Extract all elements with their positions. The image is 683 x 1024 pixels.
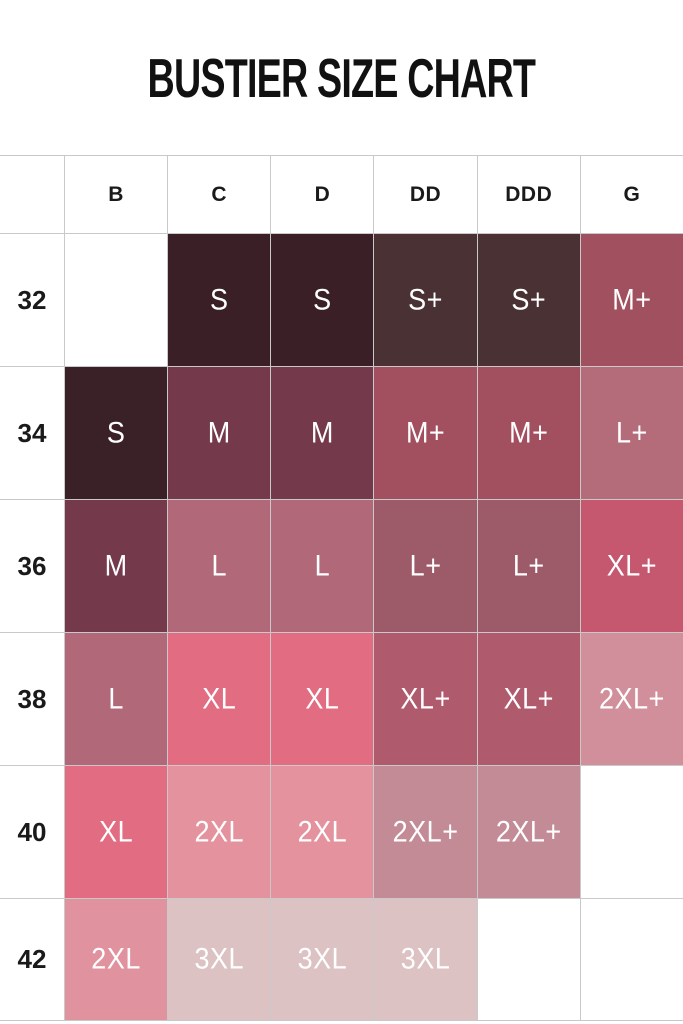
cell-42-D-label: 3XL (297, 942, 348, 976)
cell-34-C: M (168, 367, 271, 499)
cell-38-DDD: XL+ (477, 633, 580, 765)
cell-36-C-label: L (211, 549, 227, 582)
cell-34-D: M (271, 367, 374, 499)
page-title: BUSTIER SIZE CHART (0, 0, 683, 155)
cell-40-DD: 2XL+ (374, 766, 477, 898)
column-header-D: D (271, 156, 374, 233)
cell-42-C-label: 3XL (194, 942, 245, 976)
column-header-DDD: DDD (477, 156, 580, 233)
cell-42-DD-label: 3XL (400, 942, 451, 976)
cell-36-DD-label: L+ (409, 549, 442, 582)
cell-38-B-label: L (108, 682, 124, 715)
cell-34-DDD: M+ (477, 367, 580, 499)
cell-32-DD: S+ (374, 234, 477, 366)
cell-38-D: XL (271, 633, 374, 765)
cell-40-DDD: 2XL+ (477, 766, 580, 898)
cell-38-C: XL (168, 633, 271, 765)
corner-cell (0, 156, 64, 233)
row-header-32: 32 (0, 234, 64, 366)
cell-40-B: XL (65, 766, 168, 898)
cell-36-G: XL+ (580, 500, 683, 632)
cell-40-DDD-label: 2XL+ (495, 815, 562, 848)
cell-42-D: 3XL (271, 899, 374, 1020)
cell-42-B: 2XL (65, 899, 168, 1020)
cell-40-G (580, 766, 683, 898)
cell-42-C: 3XL (168, 899, 271, 1020)
cell-36-B-label: M (104, 549, 128, 582)
cell-34-G-label: L+ (616, 416, 648, 449)
cell-40-D-label: 2XL (297, 815, 348, 848)
row-header-40: 40 (0, 766, 64, 898)
cell-38-D-label: XL (305, 682, 340, 715)
cell-38-B: L (65, 633, 168, 765)
row-header-34: 34 (0, 367, 64, 499)
cell-36-C: L (168, 500, 271, 632)
page-title-text: BUSTIER SIZE CHART (147, 46, 536, 109)
cell-42-DD: 3XL (374, 899, 477, 1020)
cell-38-DD-label: XL+ (400, 682, 451, 715)
cell-42-DDD (477, 899, 580, 1020)
column-header-B: B (65, 156, 168, 233)
cell-32-DDD: S+ (477, 234, 580, 366)
cell-34-DD: M+ (374, 367, 477, 499)
row-header-42: 42 (0, 899, 64, 1020)
cell-34-G: L+ (580, 367, 683, 499)
cell-42-B-label: 2XL (91, 942, 141, 976)
cell-36-D-label: L (314, 549, 331, 582)
cell-36-B: M (65, 500, 168, 632)
cell-36-G-label: XL+ (606, 549, 658, 582)
cell-38-C-label: XL (202, 682, 237, 715)
cell-32-G: M+ (580, 234, 683, 366)
cell-32-C-label: S (209, 283, 229, 316)
cell-34-C-label: M (207, 416, 231, 449)
cell-34-D-label: M (310, 416, 334, 449)
row-header-38: 38 (0, 633, 64, 765)
cell-36-DD: L+ (374, 500, 477, 632)
cell-34-DDD-label: M+ (509, 416, 549, 449)
column-header-G: G (580, 156, 683, 233)
cell-36-D: L (271, 500, 374, 632)
cell-32-D: S (271, 234, 374, 366)
cell-38-DD: XL+ (374, 633, 477, 765)
cell-38-G: 2XL+ (580, 633, 683, 765)
cell-36-DDD: L+ (477, 500, 580, 632)
cell-40-D: 2XL (271, 766, 374, 898)
column-header-C: C (168, 156, 271, 233)
cell-32-C: S (168, 234, 271, 366)
cell-40-C-label: 2XL (194, 815, 245, 848)
cell-32-D-label: S (313, 283, 332, 316)
cell-38-DDD-label: XL+ (503, 682, 554, 715)
cell-40-C: 2XL (168, 766, 271, 898)
column-header-DD: DD (374, 156, 477, 233)
cell-34-B-label: S (106, 416, 126, 449)
cell-32-DD-label: S+ (408, 283, 443, 316)
cell-32-G-label: M+ (612, 283, 652, 316)
row-header-36: 36 (0, 500, 64, 632)
size-chart-table: B C D DD DDD G 32 S S S+ S+ M+ 34 S M M M+ M+ L+ 36 M L L L+ L+ X… (0, 155, 683, 1021)
cell-34-DD-label: M+ (405, 416, 446, 449)
cell-32-DDD-label: S+ (511, 283, 547, 316)
cell-40-B-label: XL (99, 815, 134, 848)
cell-36-DDD-label: L+ (512, 549, 545, 582)
cell-42-G (580, 899, 683, 1020)
cell-38-G-label: 2XL+ (599, 682, 665, 715)
cell-34-B: S (65, 367, 168, 499)
cell-40-DD-label: 2XL+ (392, 815, 459, 848)
cell-32-B (65, 234, 168, 366)
